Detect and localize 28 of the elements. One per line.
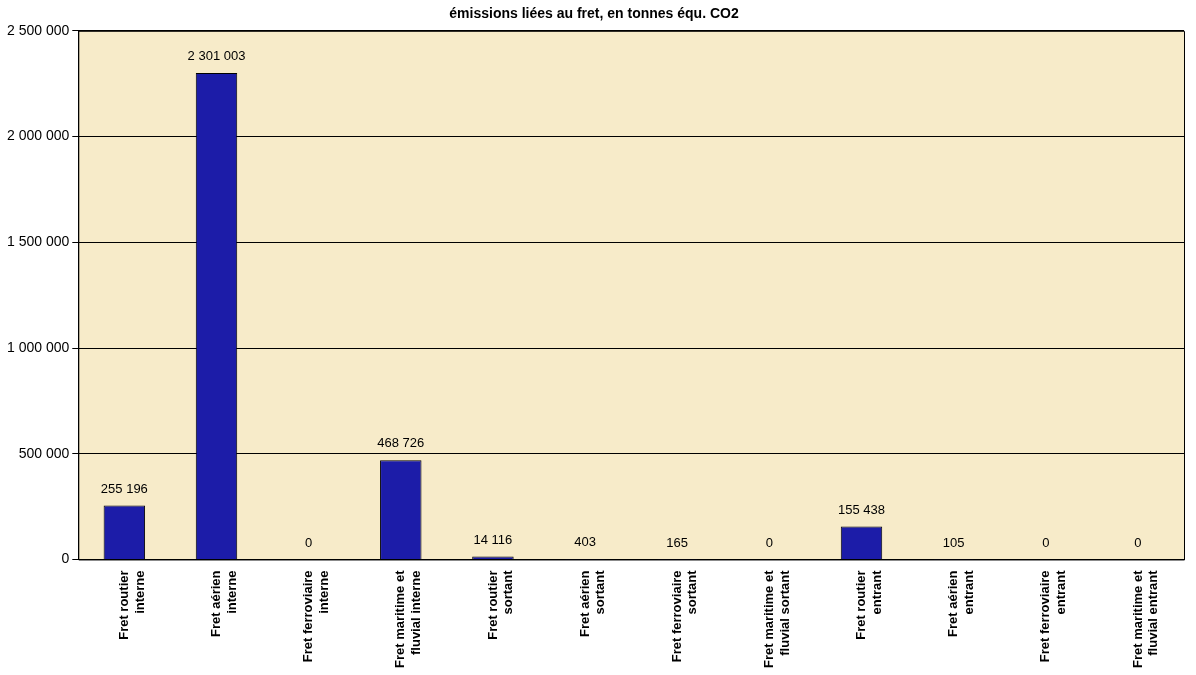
y-tick-label: 2 000 000 <box>6 127 70 144</box>
data-label: 403 <box>574 534 596 550</box>
x-tick-label: Fret ferroviaire entrant <box>1037 569 1068 663</box>
chart-title: émissions liées au fret, en tonnes équ. CO2 <box>449 5 739 22</box>
y-tick-label: 1 500 000 <box>6 233 70 250</box>
x-tick-label: Fret routier interne <box>115 570 147 640</box>
data-label: 105 <box>942 534 965 550</box>
data-label: 0 <box>1134 534 1142 550</box>
x-tick-label: Fret routier sortant <box>484 569 516 640</box>
data-label: 0 <box>765 534 773 550</box>
x-tick-label: Fret routier entrant <box>853 569 884 640</box>
data-label: 155 438 <box>838 501 885 517</box>
data-label: 14 116 <box>473 531 513 547</box>
x-tick-label: Fret ferroviaire interne <box>300 570 331 663</box>
y-tick-label: 0 <box>61 550 70 567</box>
y-tick-label: 1 000 000 <box>6 338 70 355</box>
x-tick-label: Fret aérien entrant <box>945 569 976 637</box>
data-label: 468 726 <box>377 435 425 451</box>
y-tick-label: 2 500 000 <box>6 21 70 38</box>
data-label: 2 301 003 <box>187 47 246 63</box>
y-tick-label: 500 000 <box>18 444 70 461</box>
data-label: 0 <box>1042 534 1050 550</box>
x-tick-label: Fret aérien sortant <box>576 569 608 637</box>
x-tick-label: Fret ferroviaire sortant <box>668 569 700 663</box>
data-label: 255 196 <box>100 480 148 496</box>
data-label: 0 <box>305 534 313 550</box>
x-tick-label: Fret aérien interne <box>208 570 239 637</box>
data-label: 165 <box>666 534 689 550</box>
